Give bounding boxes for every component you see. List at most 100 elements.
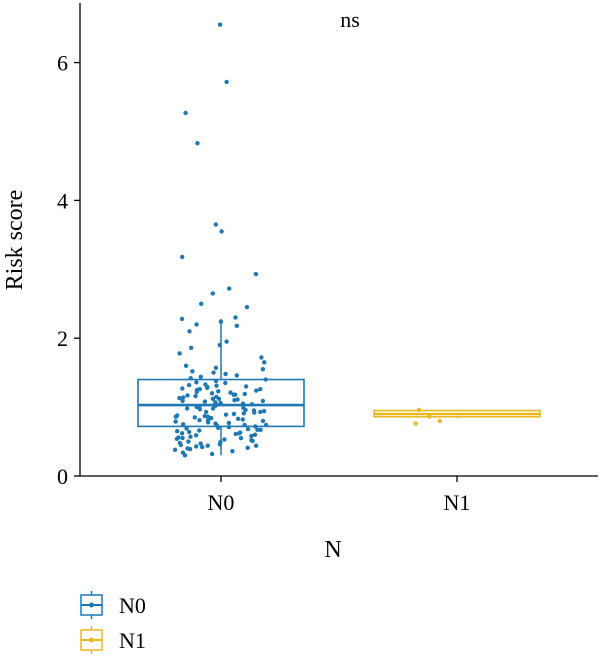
data-point xyxy=(234,323,239,328)
data-point xyxy=(240,401,246,406)
data-point xyxy=(178,442,184,448)
data-point xyxy=(249,402,255,407)
data-point xyxy=(216,396,222,401)
data-point xyxy=(235,416,241,421)
data-point xyxy=(437,418,442,424)
data-point xyxy=(262,360,267,365)
data-point xyxy=(210,406,216,411)
data-point xyxy=(179,316,185,322)
data-point xyxy=(173,414,178,419)
data-point xyxy=(231,411,237,417)
data-point xyxy=(213,365,219,370)
data-point xyxy=(189,345,194,350)
data-point xyxy=(232,398,237,403)
data-point xyxy=(263,377,268,382)
data-point xyxy=(241,411,246,416)
legend-label: N0 xyxy=(119,593,146,618)
data-point xyxy=(250,438,255,444)
plot-area xyxy=(137,22,541,458)
data-point xyxy=(197,418,202,423)
data-point xyxy=(258,409,263,415)
data-point xyxy=(197,428,202,433)
data-point xyxy=(194,389,199,395)
data-point xyxy=(194,444,199,449)
data-point xyxy=(223,412,229,417)
data-point xyxy=(180,254,185,260)
data-point xyxy=(219,229,224,234)
data-point xyxy=(214,383,219,388)
legend-item-N1: N1 xyxy=(80,626,146,654)
x-axis-title: N xyxy=(324,537,341,563)
data-point xyxy=(238,435,244,441)
box-body xyxy=(137,378,305,428)
data-point xyxy=(228,390,233,395)
data-point xyxy=(194,322,199,327)
data-point xyxy=(252,432,258,437)
data-point xyxy=(180,435,185,441)
data-point xyxy=(230,449,235,454)
axes: 0 2 4 6 N0 N1 xyxy=(57,3,598,515)
y-tick-label: 2 xyxy=(57,326,68,351)
data-point xyxy=(416,407,422,413)
data-point xyxy=(203,409,209,415)
data-point xyxy=(413,421,418,426)
data-point xyxy=(177,351,182,356)
data-point xyxy=(183,110,188,116)
data-point xyxy=(172,447,178,452)
data-point xyxy=(234,373,239,378)
data-point xyxy=(242,391,247,397)
y-tick-label: 6 xyxy=(57,51,68,76)
data-point xyxy=(181,422,186,427)
data-point xyxy=(244,305,250,310)
data-point xyxy=(245,445,250,450)
data-point xyxy=(205,418,211,423)
data-point xyxy=(260,398,266,404)
data-point xyxy=(197,407,203,412)
data-point xyxy=(195,141,200,146)
data-point xyxy=(198,374,203,379)
data-point xyxy=(243,384,249,389)
data-point xyxy=(175,429,180,434)
data-point xyxy=(253,424,258,429)
data-point xyxy=(243,407,248,413)
data-point xyxy=(187,429,192,435)
data-point xyxy=(233,431,238,437)
data-point xyxy=(255,427,260,432)
data-point xyxy=(179,431,185,436)
data-point xyxy=(197,387,202,392)
data-point xyxy=(223,380,228,386)
data-point xyxy=(249,433,254,439)
data-point xyxy=(222,437,227,442)
data-point xyxy=(173,419,178,424)
data-point xyxy=(218,400,223,406)
data-point xyxy=(263,422,269,428)
data-point xyxy=(240,417,245,422)
box-N0 xyxy=(137,22,305,458)
data-point xyxy=(181,395,186,400)
data-point xyxy=(180,398,185,404)
data-point xyxy=(254,388,259,393)
data-point xyxy=(205,443,210,448)
data-point xyxy=(192,415,197,420)
data-point xyxy=(217,442,223,447)
data-point xyxy=(218,319,224,324)
data-point xyxy=(185,393,190,398)
data-point xyxy=(231,392,236,397)
data-point xyxy=(227,286,232,291)
data-point xyxy=(237,431,242,436)
data-point xyxy=(245,426,251,432)
data-point xyxy=(216,389,221,394)
data-point xyxy=(184,426,189,431)
data-point xyxy=(233,315,238,320)
data-point xyxy=(190,369,195,374)
data-point xyxy=(198,441,203,446)
data-point xyxy=(188,434,193,439)
data-point xyxy=(252,410,257,415)
y-tick-label: 0 xyxy=(57,464,68,489)
data-point xyxy=(187,446,193,452)
data-point xyxy=(216,425,221,430)
data-point xyxy=(209,391,215,396)
legend-key-point xyxy=(89,637,94,643)
data-point xyxy=(260,367,266,372)
